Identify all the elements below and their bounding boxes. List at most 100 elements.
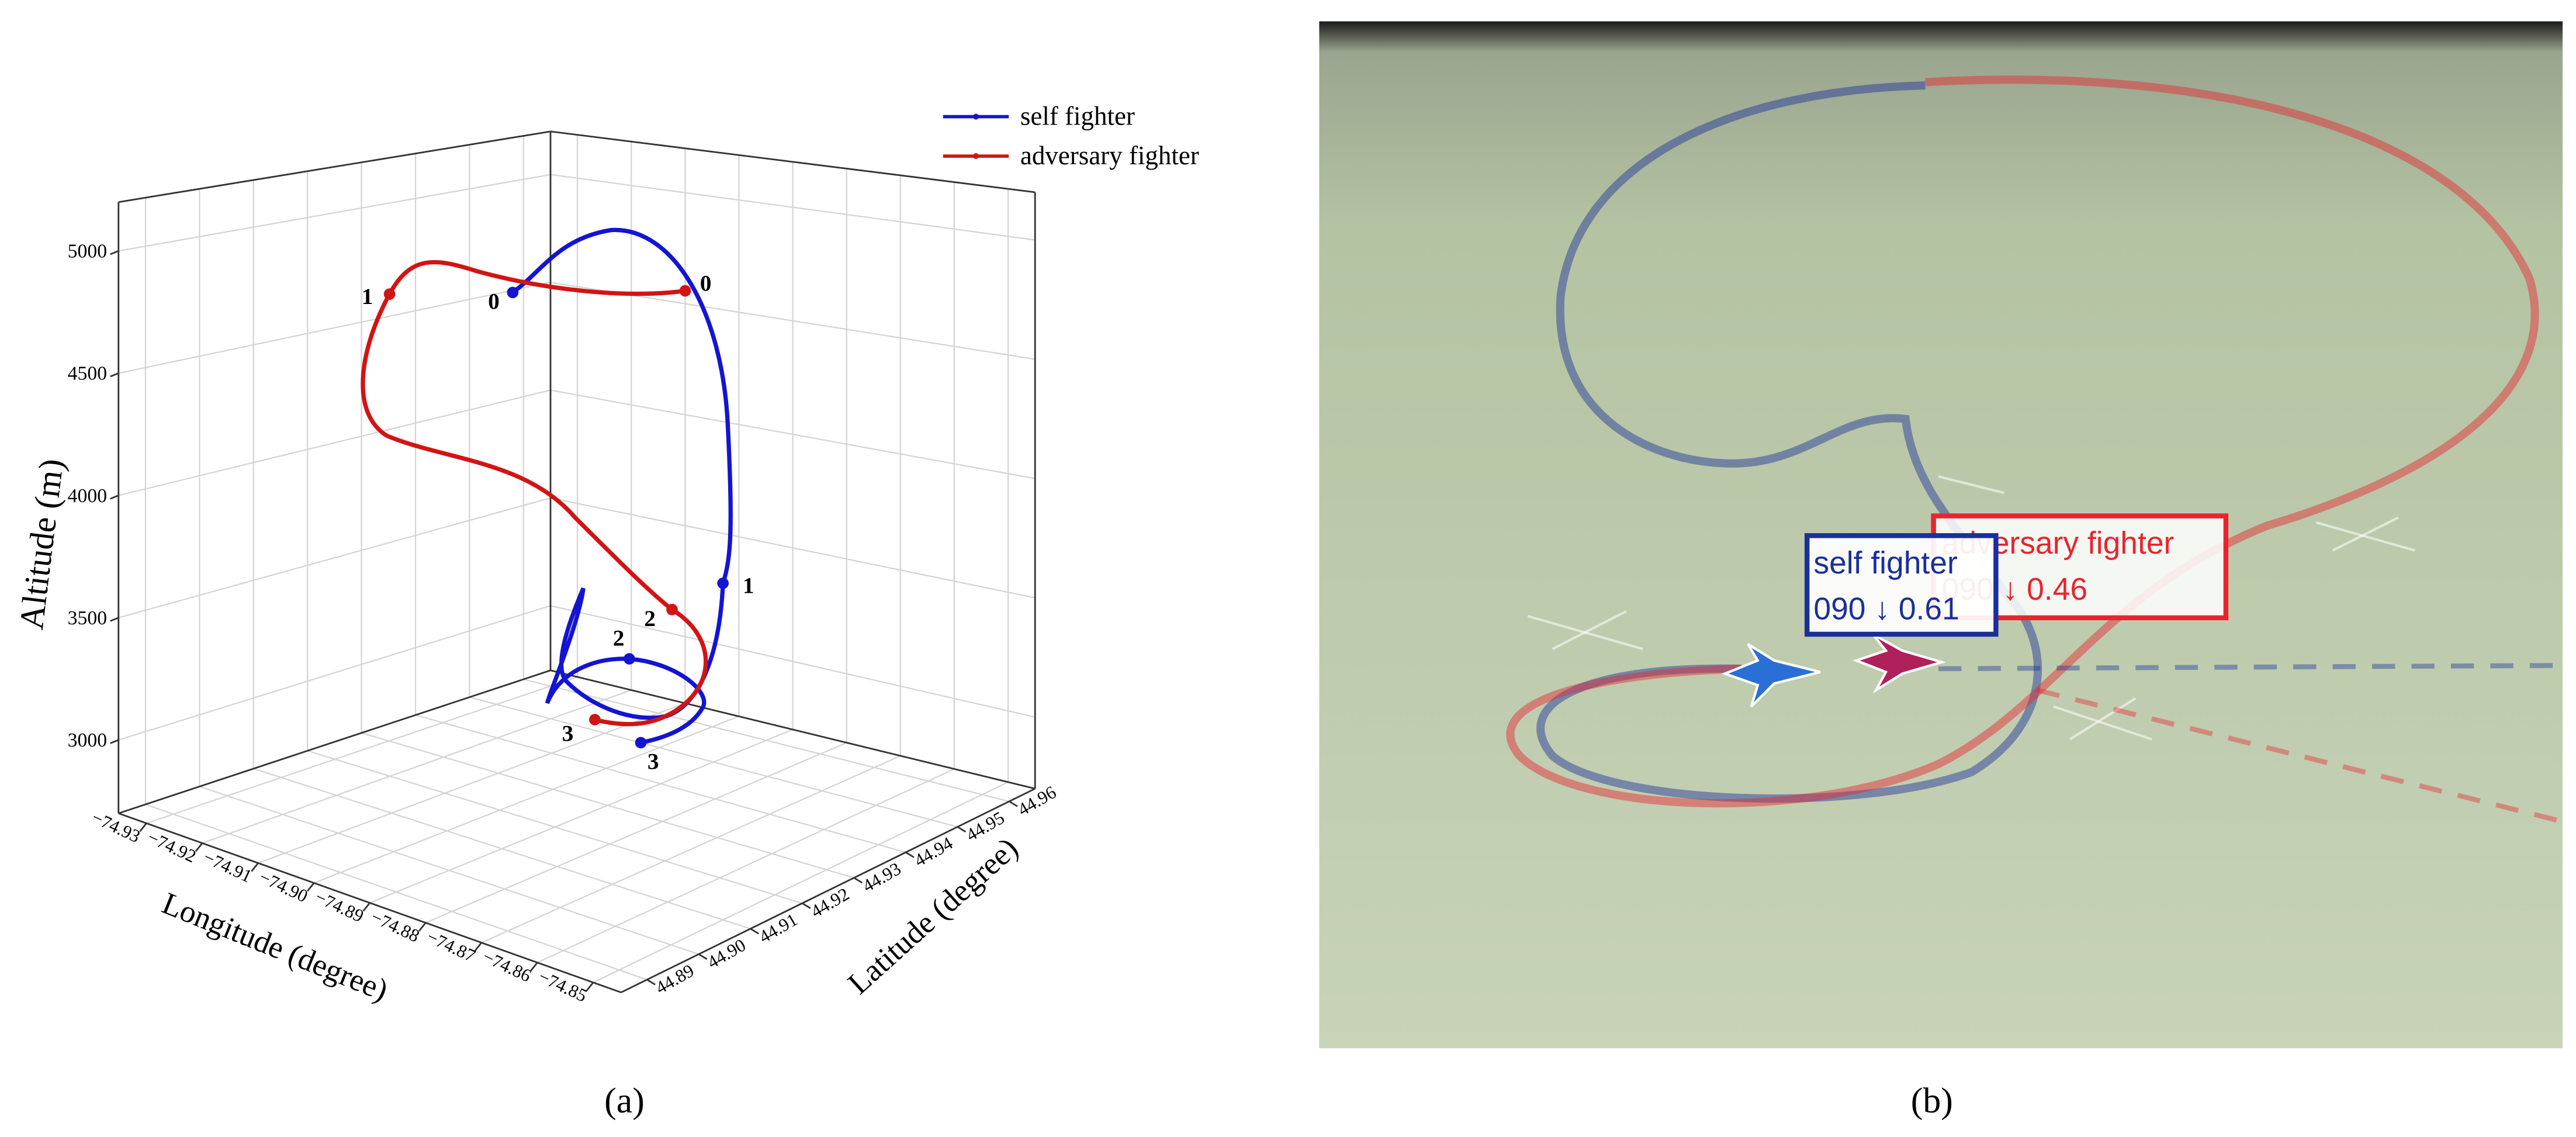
grid-line [550, 174, 1036, 241]
grid-line [118, 174, 551, 252]
grid-line [253, 768, 751, 929]
grid-line [550, 605, 1036, 718]
axis-edge [550, 130, 1036, 193]
markers: 0 1 2 3 0 1 2 3 [362, 270, 754, 774]
grid-line [369, 728, 794, 904]
grid-line [523, 678, 1010, 803]
x-tick [362, 902, 371, 912]
y-tick [802, 902, 811, 909]
grid-line [469, 696, 958, 828]
point-label: 0 [700, 270, 712, 296]
x-tick [530, 962, 538, 972]
grid-line [146, 676, 578, 824]
legend-label: adversary fighter [1020, 141, 1199, 170]
tag-name: self fighter [1813, 546, 1957, 580]
y-tick [1009, 800, 1018, 807]
adversary-trajectory [361, 260, 708, 727]
x-tick [418, 922, 427, 932]
legend: self fighter adversary fighter [943, 102, 1199, 170]
y-tick [698, 953, 708, 960]
panel-label: (b) [1911, 1081, 1953, 1121]
self-track [1536, 81, 2042, 803]
z-tick-label: 4000 [68, 485, 107, 507]
z-tick [110, 372, 119, 378]
marker [507, 286, 519, 299]
y-tick [957, 826, 967, 833]
x-tick-label: −74.93 [89, 807, 144, 846]
z-tick [110, 495, 119, 500]
marker [666, 603, 678, 616]
grid-line [145, 803, 648, 980]
grid-line [415, 714, 906, 853]
grid-line [258, 702, 685, 864]
z-tick-label: 5000 [68, 241, 107, 262]
adversary-heading [2036, 687, 2564, 824]
point-label: 2 [644, 606, 656, 631]
legend-marker [972, 153, 979, 160]
ticks: −74.93 −74.92 −74.91 −74.90 −74.89 −74.88 −74.… [68, 241, 1060, 1006]
x-tick [139, 822, 147, 832]
grid-line [361, 732, 854, 879]
axis-edge [118, 130, 551, 203]
self-tag: self fighter 090 ↓ 0.61 [1804, 533, 1999, 637]
grid-line [550, 497, 1036, 599]
grid-line [118, 281, 551, 374]
x-tick [251, 862, 259, 872]
grid-line [593, 781, 1009, 983]
grid-line [199, 786, 700, 955]
y-tick [750, 928, 759, 935]
grid-line [550, 389, 1036, 479]
axis-edge [118, 669, 551, 814]
x-tick [195, 842, 203, 852]
z-tick [110, 739, 119, 744]
trajectory-plot: −74.93 −74.92 −74.91 −74.90 −74.89 −74.88 −74.… [12, 102, 1199, 1121]
grid-line [118, 605, 551, 741]
point-label: 3 [648, 748, 659, 774]
tag-status: 090 ↓ 0.61 [1813, 592, 1959, 627]
marker [635, 737, 647, 749]
z-tick-label: 3500 [68, 607, 107, 629]
point-label: 1 [362, 284, 373, 309]
x-tick [586, 982, 594, 991]
adversary-aircraft [1853, 633, 1947, 694]
grid [118, 134, 1036, 983]
x-tick [306, 882, 315, 892]
y-tick [646, 979, 656, 986]
grid-line [537, 768, 955, 963]
grid-line [307, 750, 803, 904]
marker [717, 577, 729, 589]
x-tick [474, 942, 483, 952]
marker [589, 714, 601, 725]
ground-grid [1527, 475, 2415, 741]
marker [383, 288, 396, 300]
legend-label: self fighter [1020, 102, 1135, 131]
z-tick-label: 4500 [68, 363, 107, 385]
simulation-view: adversary fighter 090 ↓ 0.46 self fighte… [1319, 21, 2564, 1121]
grid-line [118, 389, 551, 496]
y-tick [853, 877, 863, 884]
grid-line [313, 716, 739, 884]
self-heading [1938, 663, 2563, 672]
marker [624, 653, 635, 665]
point-label: 3 [562, 721, 574, 747]
grid-line [425, 742, 847, 924]
self-aircraft [1721, 643, 1821, 708]
legend-marker [972, 113, 979, 120]
point-label: 2 [613, 625, 625, 651]
grid-line [202, 689, 632, 844]
self-trajectory [511, 227, 733, 745]
grid-line [118, 497, 551, 618]
z-tick [110, 617, 119, 622]
point-label: 1 [743, 573, 754, 599]
tag-box [1804, 533, 1999, 637]
z-axis-title: Altitude (m) [12, 457, 71, 631]
z-tick-label: 3000 [68, 730, 107, 751]
y-tick [905, 851, 915, 858]
z-tick [110, 250, 119, 255]
axis-edge [550, 669, 1036, 790]
marker [679, 285, 691, 297]
grid-line [481, 755, 901, 944]
point-label: 0 [488, 288, 500, 314]
